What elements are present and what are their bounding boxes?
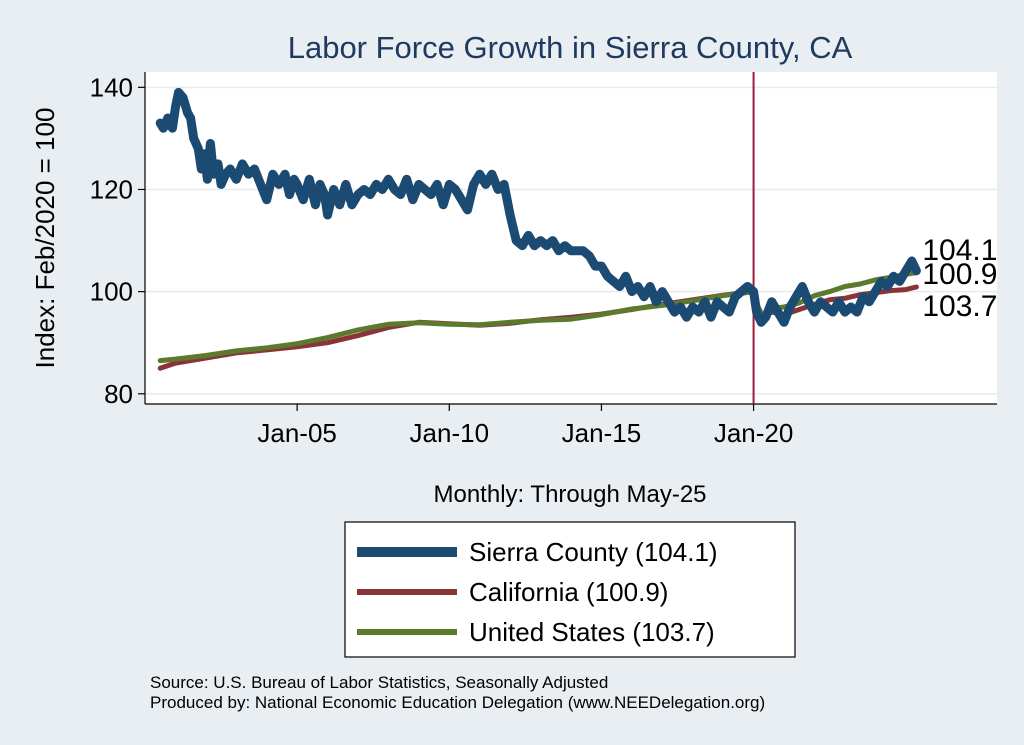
plot-area [145,72,997,404]
y-tick-label-80: 80 [104,379,133,409]
x-tick-label-Jan-05: Jan-05 [257,418,337,448]
x-axis-label: Monthly: Through May-25 [433,481,706,508]
x-tick-label-Jan-15: Jan-15 [562,418,642,448]
y-ticks: 80 100 120 140 [90,72,145,409]
end-label-2: 103.7 [922,290,997,323]
legend-label-2: United States (103.7) [469,617,715,647]
y-tick-label-120: 120 [90,174,133,204]
x-ticks: Jan-05 Jan-10 Jan-15 Jan-20 [257,404,793,448]
end-label-1: 100.9 [922,258,997,291]
legend-label-1: California (100.9) [469,577,668,607]
series-lines [155,87,921,371]
source-note: Source: U.S. Bureau of Labor Statistics,… [150,673,608,692]
legend-label-0: Sierra County (104.1) [469,537,718,567]
chart-title: Labor Force Growth in Sierra County, CA [288,30,853,65]
axes [144,72,997,405]
series-line-2 [157,270,919,364]
x-tick-label-Jan-20: Jan-20 [714,418,794,448]
x-tick-label-Jan-10: Jan-10 [410,418,490,448]
produced-by-note: Produced by: National Economic Education… [150,693,765,712]
legend: Sierra County (104.1) California (100.9) U… [357,537,718,647]
y-tick-label-100: 100 [90,277,133,307]
y-axis-label: Index: Feb/2020 = 100 [30,108,60,369]
end-label-0: 104.1 [922,234,997,267]
y-tick-label-140: 140 [90,72,133,102]
series-line-0 [155,87,921,327]
